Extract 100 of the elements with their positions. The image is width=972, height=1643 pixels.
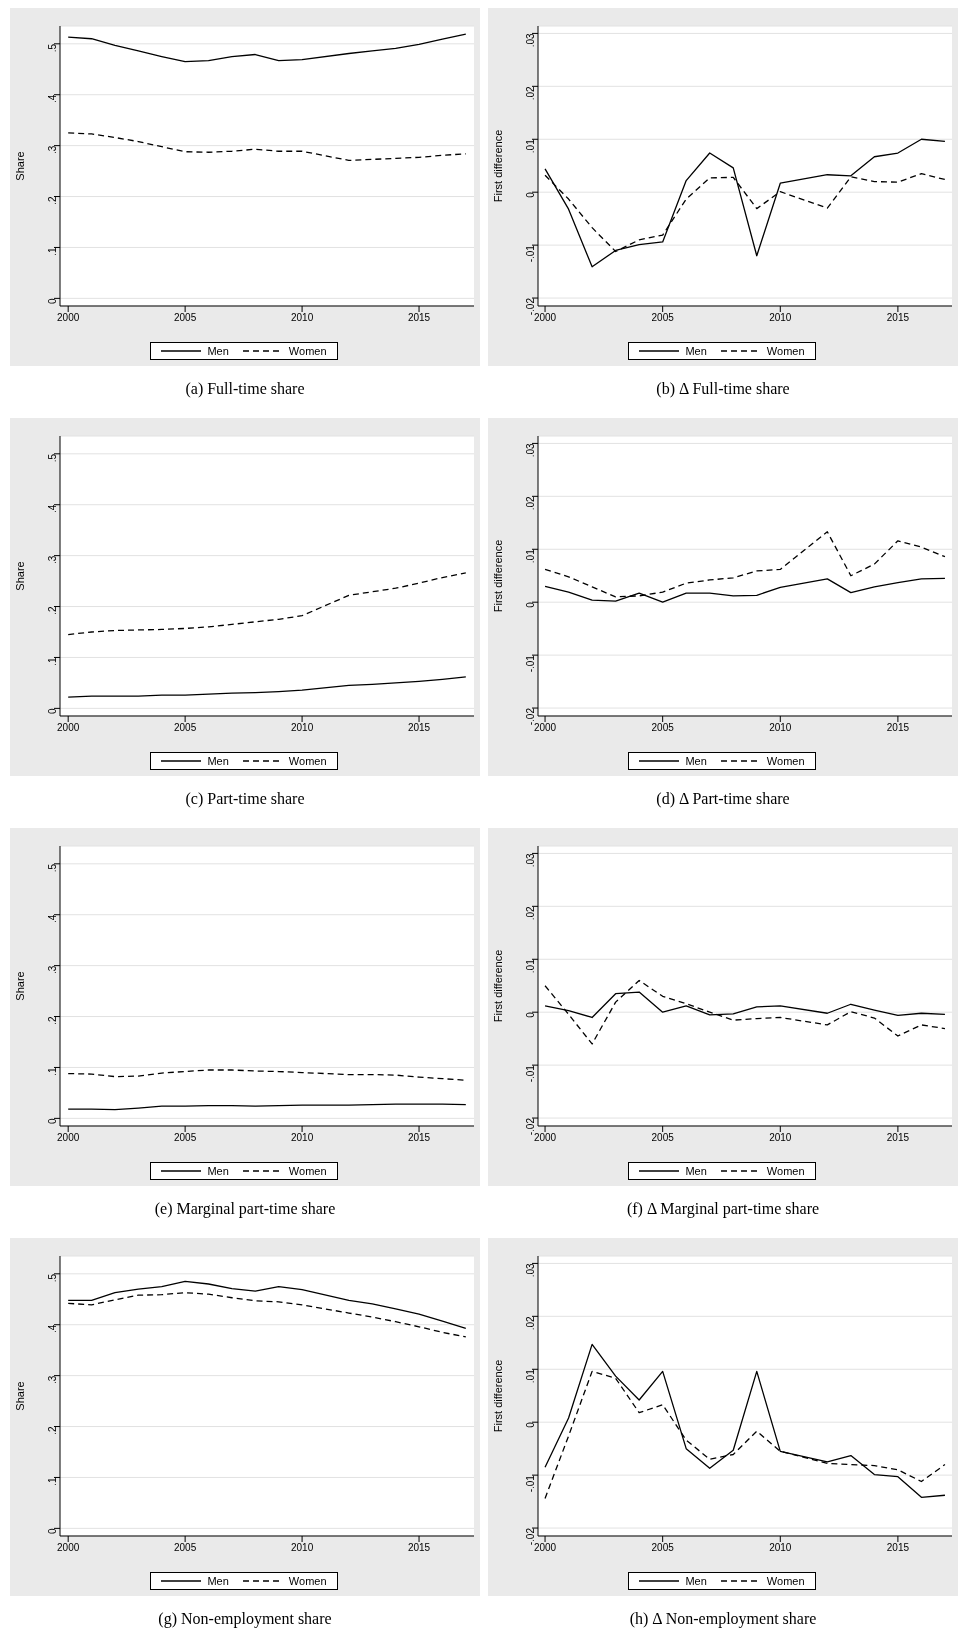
legend-label: Men xyxy=(684,1575,707,1587)
x-tick-label: 2000 xyxy=(533,722,557,734)
y-tick-label: -.01 xyxy=(524,654,536,673)
legend-label: Men xyxy=(206,755,229,767)
y-tick-label: .1 xyxy=(46,1477,58,1486)
x-tick-label: 2005 xyxy=(651,722,675,734)
y-tick-label: 0 xyxy=(524,601,536,608)
x-tick-label: 2015 xyxy=(886,1132,910,1144)
y-tick-label: .4 xyxy=(46,504,58,514)
y-tick-label: .5 xyxy=(46,1273,58,1283)
y-tick-label: .02 xyxy=(524,905,536,921)
y-tick-label: .1 xyxy=(46,1067,58,1076)
y-tick-label: .1 xyxy=(46,657,58,666)
y-axis-title: Share xyxy=(13,561,26,591)
x-tick-label: 2015 xyxy=(407,312,431,324)
text: (d) Δ Part-time share xyxy=(656,790,790,808)
legend-label: Women xyxy=(765,755,805,767)
y-tick-label: .2 xyxy=(46,196,58,205)
y-tick-label: .5 xyxy=(46,43,58,53)
y-axis-title: First difference xyxy=(491,539,504,613)
x-tick-label: 2000 xyxy=(533,1132,557,1144)
y-tick-label: .01 xyxy=(524,958,536,974)
y-tick-label: .01 xyxy=(524,1368,536,1384)
y-axis-title: First difference xyxy=(491,949,504,1023)
y-tick-label: .03 xyxy=(524,852,536,868)
y-axis-title: Share xyxy=(13,971,26,1001)
legend-label: Men xyxy=(206,1165,229,1177)
y-tick-label: .3 xyxy=(46,145,58,154)
x-tick-label: 2000 xyxy=(533,1542,557,1554)
y-tick-label: 0 xyxy=(46,297,58,304)
y-tick-label: .4 xyxy=(46,914,58,924)
y-tick-label: 0 xyxy=(46,707,58,714)
text: (f) Δ Marginal part-time share xyxy=(626,1200,820,1218)
x-tick-label: 2010 xyxy=(769,312,792,324)
x-tick-label: 2010 xyxy=(290,1542,314,1554)
x-tick-label: 2005 xyxy=(651,1132,675,1144)
text: (h) Δ Non-employment share xyxy=(629,1610,817,1628)
y-tick-label: .03 xyxy=(524,1262,536,1278)
x-tick-label: 2000 xyxy=(57,1132,80,1144)
text: (g) Non-employment share xyxy=(158,1610,332,1628)
legend-label: Women xyxy=(765,345,805,357)
y-tick-label: .2 xyxy=(46,606,58,615)
text: (e) Marginal part-time share xyxy=(154,1200,336,1218)
legend-label: Women xyxy=(765,1165,805,1177)
text: (a) Full-time share xyxy=(185,380,305,398)
x-tick-label: 2000 xyxy=(533,312,557,324)
legend-label: Men xyxy=(684,1165,707,1177)
y-tick-label: -.02 xyxy=(524,297,536,316)
x-tick-label: 2015 xyxy=(886,312,910,324)
legend-label: Men xyxy=(206,345,229,357)
x-tick-label: 2015 xyxy=(407,722,431,734)
x-tick-label: 2005 xyxy=(174,1542,197,1554)
x-tick-label: 2000 xyxy=(57,312,80,324)
x-tick-label: 2010 xyxy=(290,722,314,734)
legend-label: Women xyxy=(287,345,327,357)
y-tick-label: 0 xyxy=(46,1527,58,1534)
x-tick-label: 2005 xyxy=(651,312,675,324)
x-tick-label: 2010 xyxy=(290,1132,314,1144)
y-tick-label: -.01 xyxy=(524,1064,536,1083)
y-tick-label: -.02 xyxy=(524,1117,536,1136)
x-tick-label: 2015 xyxy=(407,1132,431,1144)
y-tick-label: .4 xyxy=(46,94,58,104)
y-tick-label: .3 xyxy=(46,1375,58,1384)
x-tick-label: 2000 xyxy=(57,722,80,734)
y-tick-label: .4 xyxy=(46,1324,58,1334)
x-tick-label: 2015 xyxy=(886,722,910,734)
y-tick-label: -.01 xyxy=(524,244,536,263)
y-tick-label: .5 xyxy=(46,863,58,873)
x-tick-label: 2010 xyxy=(769,1132,792,1144)
x-tick-label: 2010 xyxy=(290,312,314,324)
legend-label: Men xyxy=(684,345,707,357)
y-tick-label: .2 xyxy=(46,1426,58,1435)
y-tick-label: .01 xyxy=(524,138,536,154)
x-tick-label: 2015 xyxy=(886,1542,910,1554)
legend-label: Women xyxy=(287,1165,327,1177)
y-tick-label: 0 xyxy=(524,191,536,198)
x-tick-label: 2005 xyxy=(174,722,197,734)
y-tick-label: -.02 xyxy=(524,707,536,726)
y-tick-label: .02 xyxy=(524,85,536,101)
legend-label: Women xyxy=(287,1575,327,1587)
y-axis-title: First difference xyxy=(491,1359,504,1433)
x-tick-label: 2010 xyxy=(769,722,792,734)
y-tick-label: -.02 xyxy=(524,1527,536,1546)
y-tick-label: .5 xyxy=(46,453,58,463)
legend-label: Men xyxy=(684,755,707,767)
y-tick-label: 0 xyxy=(524,1011,536,1018)
x-tick-label: 2005 xyxy=(174,312,197,324)
x-tick-label: 2010 xyxy=(769,1542,792,1554)
legend-label: Women xyxy=(287,755,327,767)
y-tick-label: .02 xyxy=(524,1315,536,1331)
x-tick-label: 2005 xyxy=(651,1542,675,1554)
y-tick-label: .02 xyxy=(524,495,536,511)
y-tick-label: -.01 xyxy=(524,1474,536,1493)
y-tick-label: .1 xyxy=(46,247,58,256)
legend-label: Women xyxy=(765,1575,805,1587)
y-tick-label: .3 xyxy=(46,555,58,564)
x-tick-label: 2015 xyxy=(407,1542,431,1554)
text: (c) Part-time share xyxy=(185,790,305,808)
x-tick-label: 2000 xyxy=(57,1542,80,1554)
legend-label: Men xyxy=(206,1575,229,1587)
